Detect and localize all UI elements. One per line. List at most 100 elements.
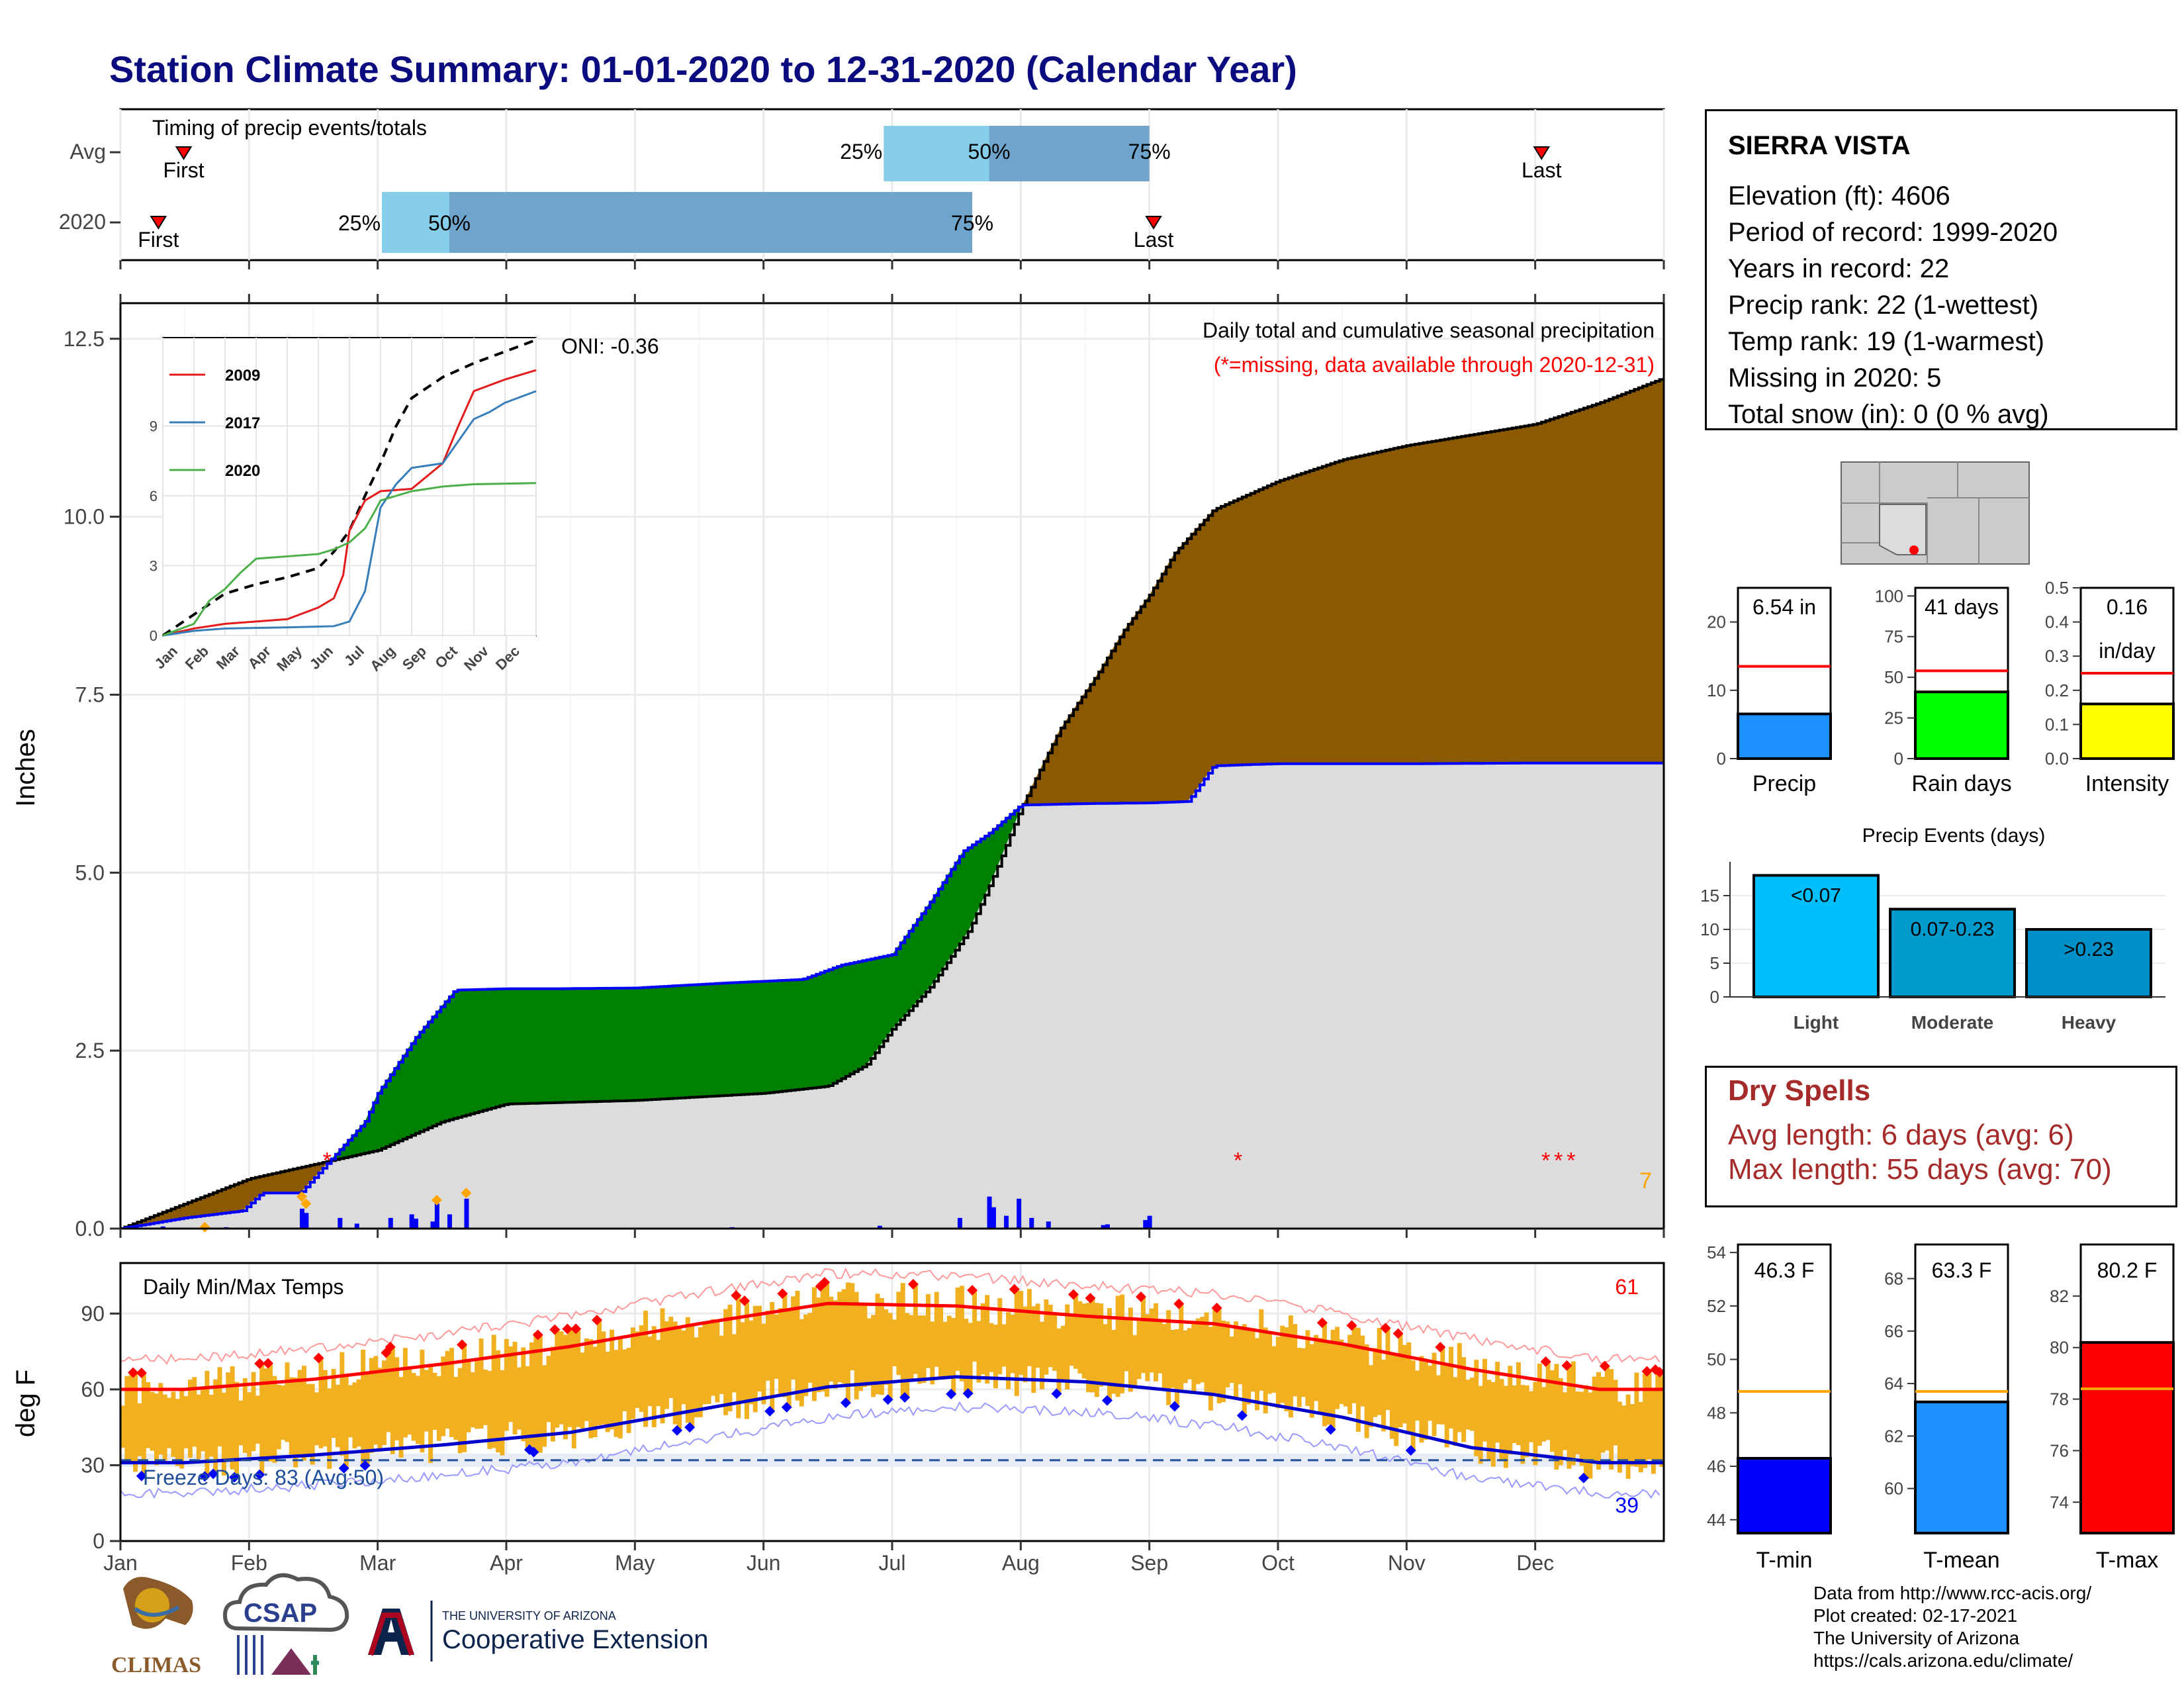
daily-temp-bar (980, 1303, 985, 1375)
daily-temp-bar (1592, 1376, 1597, 1464)
daily-temp-bar (567, 1329, 572, 1427)
daily-temp-bar (1234, 1321, 1239, 1399)
daily-temp-bar (1220, 1320, 1226, 1403)
precip-above-avg-fill (331, 804, 1023, 1161)
temp-y-tick-label: 0 (93, 1529, 105, 1553)
daily-temp-bar (504, 1338, 509, 1431)
month-tick-label: Oct (1261, 1551, 1295, 1575)
daily-temp-bar (1449, 1346, 1454, 1429)
record-high-marker (549, 1324, 561, 1335)
record-low-marker (338, 1463, 349, 1474)
record-high-marker (254, 1358, 265, 1369)
daily-precip-bar (1143, 1220, 1148, 1229)
daily-temp-bar (1381, 1360, 1387, 1432)
daily-temp-bar (1314, 1335, 1319, 1401)
daily-temp-bar (1056, 1328, 1062, 1394)
daily-temp-bar (1052, 1315, 1058, 1371)
daily-temp-bar (1040, 1321, 1044, 1389)
gauge-label: Precip (1752, 771, 1816, 796)
daily-precip-bar (1105, 1224, 1110, 1229)
record-low-marker (1101, 1395, 1113, 1406)
daily-temp-bar (825, 1282, 830, 1397)
daily-temp-bar (921, 1315, 927, 1383)
daily-temp-bar (866, 1318, 872, 1386)
precip-y-tick-label: 2.5 (75, 1039, 105, 1062)
temp-y-tick-label: 90 (81, 1301, 105, 1325)
record-low-marker (781, 1401, 792, 1413)
timing-bar-dark (449, 192, 973, 253)
record-low-marker (1169, 1401, 1180, 1412)
daily-precip-bar (414, 1218, 419, 1229)
daily-precip-bar (299, 1208, 304, 1229)
timing-first-label: First (163, 158, 204, 182)
daily-temp-bar (1229, 1336, 1234, 1383)
daily-precip-bar (1004, 1215, 1009, 1229)
daily-temp-bar (205, 1370, 210, 1477)
daily-temp-bar (1524, 1385, 1529, 1458)
logos: CLIMAS CSAP THE UNIVERSITY OF ARIZONA Co… (111, 1573, 708, 1677)
daily-temp-bar (141, 1373, 146, 1476)
precip-panel-subtitle: (*=missing, data available through 2020-… (1214, 353, 1655, 377)
daily-precip-bar (877, 1225, 882, 1229)
daily-temp-bar (1259, 1309, 1264, 1391)
record-day-marker (461, 1188, 472, 1199)
gauge-bar (2079, 702, 2175, 760)
record-low-marker (899, 1391, 911, 1403)
daily-temp-bar (1014, 1289, 1019, 1396)
credit-university: The University of Arizona (1813, 1628, 2020, 1648)
events-category: Heavy (2062, 1012, 2116, 1033)
daily-temp-bar (1410, 1360, 1416, 1451)
daily-temp-bar (1048, 1304, 1053, 1368)
temp-gauge-label: T-min (1756, 1548, 1813, 1573)
daily-temp-bar (1533, 1382, 1538, 1466)
daily-temp-bar (1377, 1327, 1382, 1415)
daily-temp-bar (892, 1319, 897, 1366)
daily-temp-bar (508, 1346, 514, 1423)
daily-temp-bar (854, 1291, 859, 1399)
daily-temp-bar (470, 1372, 475, 1428)
temp-gauge-bar (1914, 1400, 2009, 1534)
month-tick-label: Jun (747, 1551, 781, 1575)
daily-temp-bar (175, 1399, 180, 1466)
daily-temp-bar (1651, 1391, 1656, 1474)
daily-temp-bar (192, 1377, 197, 1447)
daily-temp-bar (786, 1308, 792, 1407)
gauge-tick-label: 75 (1884, 627, 1903, 647)
record-high-marker (1135, 1291, 1146, 1302)
daily-temp-bar (1655, 1370, 1661, 1463)
daily-temp-bar (416, 1376, 420, 1444)
daily-temp-bar (555, 1329, 560, 1428)
record-high-marker (777, 1288, 788, 1299)
timing-bar-light (382, 192, 449, 253)
daily-temp-bar (1149, 1308, 1154, 1373)
daily-temp-bar (1588, 1392, 1593, 1479)
temp-gauge-tick-label: 64 (1884, 1374, 1903, 1393)
daily-temp-bar (1394, 1353, 1399, 1446)
daily-temp-bar (850, 1283, 855, 1371)
daily-temp-bar (736, 1295, 741, 1419)
daily-temp-bar (1625, 1394, 1631, 1479)
daily-temp-bar (1330, 1329, 1336, 1430)
record-low-marker (229, 1472, 240, 1483)
daily-temp-bar (664, 1321, 669, 1409)
timing-first-label: First (138, 228, 179, 252)
daily-temp-bar (1250, 1328, 1255, 1392)
temp-gauge-bar (2079, 1340, 2175, 1535)
cumulative-average-line (120, 377, 1664, 1229)
daily-temp-bar (584, 1338, 589, 1421)
temp-gauge-tick-label: 78 (2050, 1389, 2069, 1409)
temp-gauge-tick-label: 52 (1707, 1296, 1726, 1316)
gauge-tick-label: 10 (1707, 680, 1726, 700)
daily-precip-bar (987, 1196, 992, 1229)
daily-temp-bar (727, 1304, 733, 1412)
precip-y-tick-label: 7.5 (75, 682, 105, 706)
daily-temp-bar (1545, 1362, 1551, 1440)
daily-temp-bar (1634, 1372, 1639, 1467)
daily-precip-bar (388, 1217, 393, 1229)
temp-min-count: 39 (1615, 1493, 1639, 1517)
daily-temp-bar (596, 1320, 602, 1426)
record-high-marker (1561, 1360, 1572, 1371)
daily-temp-bar (601, 1331, 606, 1425)
temp-gauge-tick-label: 60 (1884, 1479, 1903, 1499)
ua-small-text: THE UNIVERSITY OF ARIZONA (442, 1609, 616, 1622)
